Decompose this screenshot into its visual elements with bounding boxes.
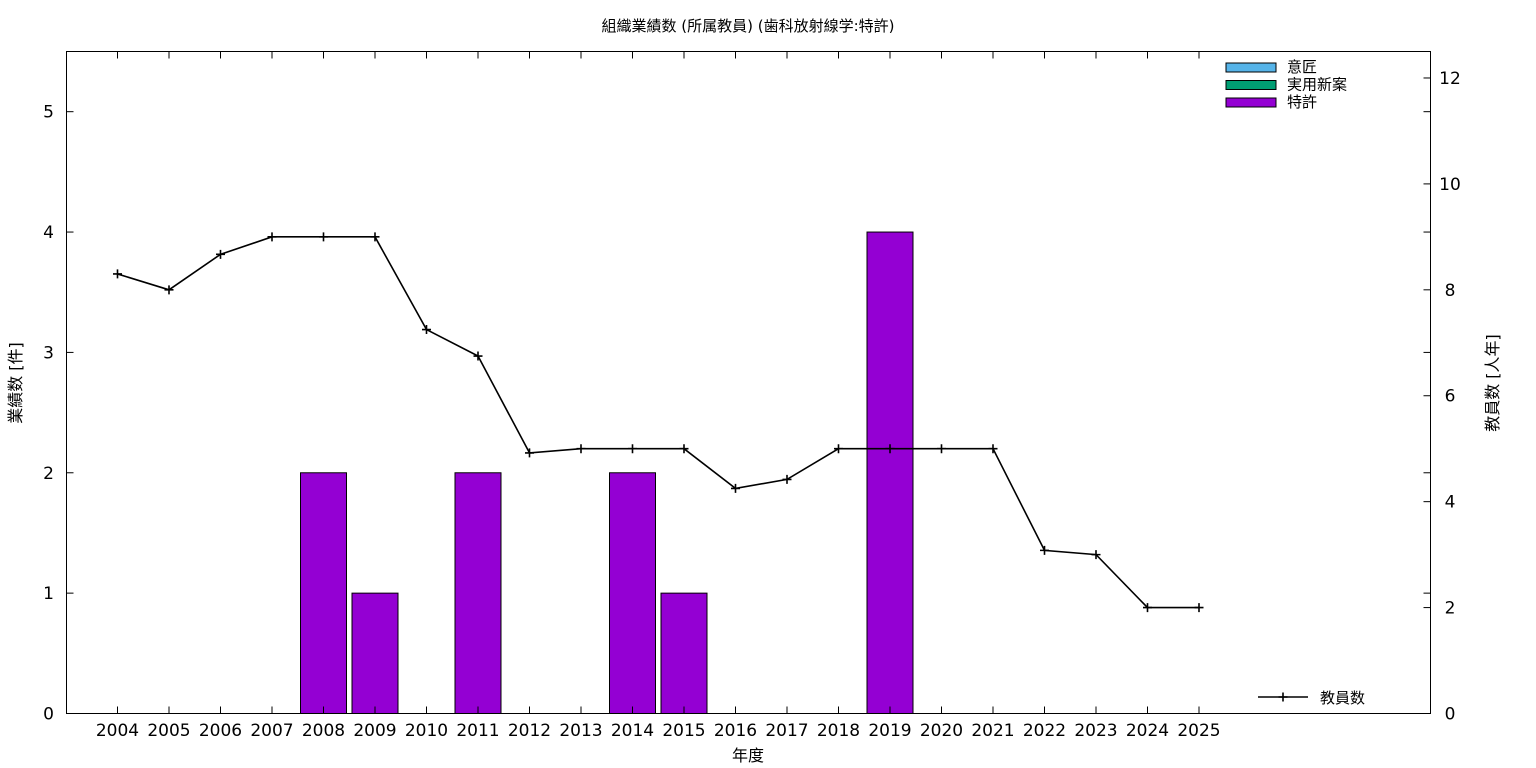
x-tick-label: 2016 xyxy=(714,721,757,741)
x-tick-label: 2013 xyxy=(559,721,602,741)
y-tick-label: 1 xyxy=(43,584,54,604)
x-tick-label: 2023 xyxy=(1074,721,1117,741)
point-教員数-2004 xyxy=(113,269,122,279)
legend-swatch-実用新案 xyxy=(1225,80,1277,90)
legend-label-意匠: 意匠 xyxy=(1287,58,1317,76)
point-教員数-2013 xyxy=(576,444,586,454)
point-教員数-2006 xyxy=(216,249,225,259)
point-教員数-2021 xyxy=(988,444,998,454)
x-tick-label: 2019 xyxy=(868,721,911,741)
y2-tick-label: 8 xyxy=(1445,281,1456,301)
x-tick-label: 2021 xyxy=(971,721,1014,741)
x-tick-label: 2009 xyxy=(353,721,396,741)
y2-tick-label: 0 xyxy=(1445,705,1456,725)
x-tick-label: 2007 xyxy=(250,721,293,741)
y2-tick-label: 6 xyxy=(1445,387,1456,407)
y-axis-label: 業績数 [件] xyxy=(6,342,25,424)
legend-label-実用新案: 実用新案 xyxy=(1287,76,1347,94)
legend-swatch-特許 xyxy=(1225,97,1277,108)
point-教員数-2023 xyxy=(1091,550,1101,560)
point-教員数-2018 xyxy=(834,444,843,454)
x-tick-label: 2022 xyxy=(1023,721,1066,741)
point-教員数-2014 xyxy=(628,444,637,454)
point-教員数-2016 xyxy=(731,483,740,493)
point-教員数-2019 xyxy=(885,444,895,454)
bar-特許-2009 xyxy=(351,592,399,714)
y2-tick-label: 10 xyxy=(1439,175,1461,195)
bar-特許-2015 xyxy=(660,592,708,714)
y-tick-label: 4 xyxy=(43,223,54,243)
point-教員数-2020 xyxy=(937,444,946,454)
legend-label-教員数: 教員数 xyxy=(1320,689,1365,707)
point-教員数-2007 xyxy=(267,232,277,242)
y2-tick-label: 2 xyxy=(1445,599,1456,619)
legend-swatch-意匠 xyxy=(1225,62,1277,73)
y-tick-label: 3 xyxy=(43,343,54,363)
point-教員数-2008 xyxy=(319,232,328,242)
bar-特許-2019 xyxy=(866,231,914,715)
bar-特許-2011 xyxy=(454,472,502,715)
point-教員数-2010 xyxy=(422,325,431,335)
y2-tick-label: 4 xyxy=(1445,493,1456,513)
point-教員数-2011 xyxy=(473,351,483,361)
plot-frame xyxy=(66,51,1431,714)
x-tick-label: 2020 xyxy=(920,721,963,741)
legend-label-特許: 特許 xyxy=(1287,93,1317,111)
x-tick-label: 2015 xyxy=(662,721,705,741)
x-tick-label: 2024 xyxy=(1126,721,1169,741)
point-教員数-2005 xyxy=(164,285,174,295)
point-教員数-2015 xyxy=(679,444,689,454)
y-tick-label: 0 xyxy=(43,705,54,725)
line-layer xyxy=(113,232,1204,613)
y-tick-label: 5 xyxy=(43,103,54,123)
bar-特許-2014 xyxy=(609,472,656,715)
line-教員数 xyxy=(117,236,1199,609)
x-tick-label: 2010 xyxy=(405,721,448,741)
point-教員数-2025 xyxy=(1194,603,1204,613)
x-tick-label: 2025 xyxy=(1177,721,1220,741)
point-教員数-2009 xyxy=(370,232,380,242)
x-tick-label: 2014 xyxy=(611,721,654,741)
x-tick-label: 2006 xyxy=(199,721,242,741)
point-教員数-2024 xyxy=(1143,603,1152,613)
bars-layer xyxy=(300,231,914,715)
x-tick-label: 2005 xyxy=(147,721,190,741)
x-tick-label: 2012 xyxy=(508,721,551,741)
x-tick-label: 2011 xyxy=(456,721,499,741)
point-教員数-2012 xyxy=(525,448,534,458)
point-教員数-2022 xyxy=(1040,545,1049,555)
y-tick-label: 2 xyxy=(43,464,54,484)
x-tick-label: 2017 xyxy=(765,721,808,741)
chart-title: 組織業績数 (所属教員) (歯科放射線学:特許) xyxy=(602,17,895,35)
legend-marker-教員数 xyxy=(1278,692,1288,702)
x-axis-label: 年度 xyxy=(732,746,764,765)
x-tick-label: 2018 xyxy=(817,721,860,741)
point-教員数-2017 xyxy=(782,474,792,484)
y2-tick-label: 12 xyxy=(1439,69,1461,89)
y2-axis-label: 教員数 [人年] xyxy=(1483,334,1502,432)
x-tick-label: 2008 xyxy=(302,721,345,741)
x-tick-label: 2004 xyxy=(96,721,139,741)
bar-特許-2008 xyxy=(300,472,347,715)
